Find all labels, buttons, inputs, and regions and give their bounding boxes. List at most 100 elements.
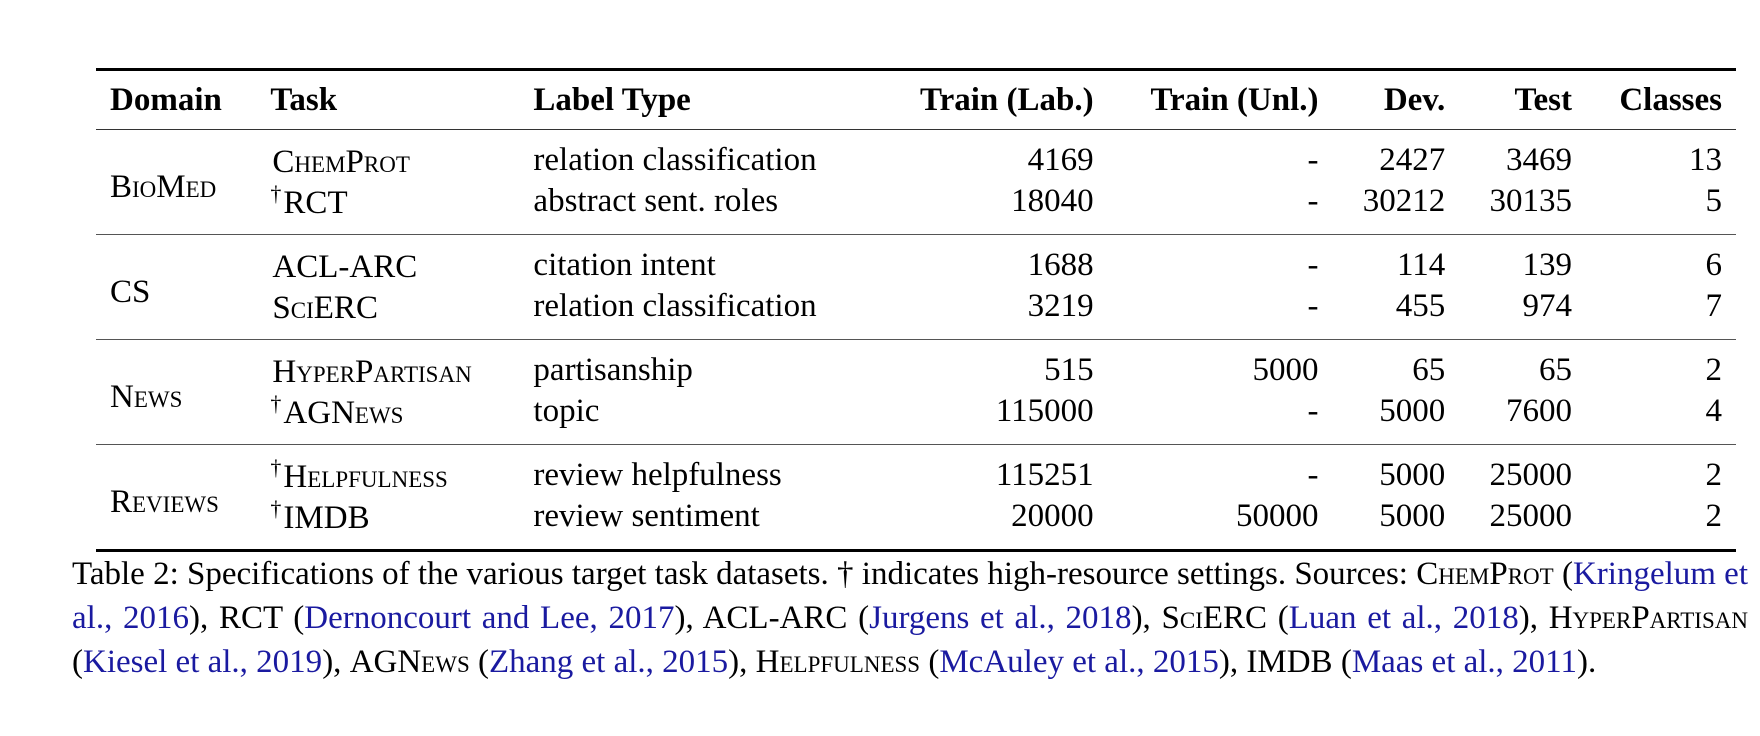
- cell-task: ACL-ARC: [256, 235, 519, 287]
- caption-separator: ),: [1131, 600, 1162, 636]
- task-name: RCT: [283, 185, 348, 221]
- domain-group: News HyperPartisan partisanship 515 5000 65 65…: [96, 340, 1736, 445]
- citation-link[interactable]: Luan et al., 2018: [1288, 600, 1519, 636]
- citation-link[interactable]: McAuley et al., 2015: [939, 644, 1219, 680]
- cell-classes: 2: [1705, 498, 1723, 534]
- table-caption: Table 2: Specifications of the various t…: [72, 556, 1748, 680]
- citation-link[interactable]: Zhang et al., 2015: [488, 644, 729, 680]
- citation-link[interactable]: Jurgens et al., 2018: [869, 600, 1132, 636]
- caption-dataset-name: ChemProt: [1416, 556, 1554, 592]
- cell-classes: 2: [1705, 457, 1723, 493]
- cell-train-unlabeled: -: [1307, 183, 1319, 219]
- cell-train-labeled: 4169: [1027, 142, 1094, 178]
- caption-separator: ).: [1576, 644, 1597, 680]
- cell-task: †AGNews: [256, 391, 519, 445]
- cell-test: 65: [1539, 352, 1572, 388]
- caption-separator: ),: [674, 600, 703, 636]
- cell-dev: 114: [1396, 247, 1446, 283]
- cell-domain: Reviews: [110, 483, 219, 520]
- cell-train-unlabeled: 50000: [1236, 498, 1319, 534]
- table-header-row: Domain Task Label Type Train (Lab.) Trai…: [96, 69, 1736, 130]
- cell-classes: 7: [1705, 288, 1723, 324]
- cell-train-labeled: 115251: [995, 457, 1094, 493]
- dagger-mark: †: [270, 181, 282, 206]
- cell-train-unlabeled: -: [1307, 142, 1319, 178]
- cell-dev: 65: [1412, 352, 1446, 388]
- cell-task: †Helpfulness: [256, 445, 519, 497]
- table-row: BioMed ChemProt relation classification 416…: [96, 130, 1736, 205]
- cell-label-type: topic: [533, 393, 600, 429]
- cell-label-type: relation classification: [533, 288, 817, 324]
- table-row: SciERC relation classification 3219 - 455 974…: [96, 286, 1736, 340]
- task-name: AGNews: [283, 395, 404, 431]
- task-name: IMDB: [283, 500, 370, 536]
- dataset-table-container: Domain Task Label Type Train (Lab.) Trai…: [96, 68, 1736, 552]
- dagger-mark: †: [270, 496, 282, 521]
- cell-dev: 5000: [1379, 393, 1446, 429]
- task-name: ACL-ARC: [272, 249, 418, 285]
- dagger-mark: †: [270, 391, 282, 416]
- caption-separator: ),: [1218, 644, 1247, 680]
- cell-train-unlabeled: -: [1307, 393, 1319, 429]
- citation-link[interactable]: Kiesel et al., 2019: [83, 644, 323, 680]
- cell-domain: News: [110, 378, 183, 415]
- cell-label-type: citation intent: [533, 247, 716, 283]
- cell-test: 7600: [1506, 393, 1572, 429]
- caption-dataset-name: SciERC: [1161, 600, 1268, 636]
- cell-task: †IMDB: [256, 496, 519, 551]
- cell-classes: 6: [1705, 247, 1723, 283]
- header-dev: Dev.: [1383, 81, 1446, 118]
- task-name: Helpfulness: [283, 459, 448, 495]
- cell-train-unlabeled: -: [1307, 247, 1319, 283]
- header-domain: Domain: [110, 81, 222, 118]
- cell-classes: 4: [1705, 393, 1723, 429]
- cell-classes: 13: [1689, 142, 1722, 178]
- header-train-unlabeled: Train (Unl.): [1150, 81, 1319, 118]
- cell-test: 25000: [1489, 457, 1573, 493]
- cell-test: 139: [1522, 247, 1573, 283]
- cell-task: ChemProt: [256, 130, 519, 182]
- caption-dataset-name: IMDB: [1246, 644, 1333, 680]
- cell-label-type: review helpfulness: [533, 457, 782, 493]
- cell-domain: BioMed: [110, 168, 217, 205]
- caption-dataset-name: Helpfulness: [755, 644, 921, 680]
- header-classes: Classes: [1619, 81, 1722, 118]
- header-task: Task: [270, 81, 338, 118]
- cell-test: 30135: [1489, 183, 1573, 219]
- cell-train-labeled: 20000: [1011, 498, 1094, 534]
- domain-group: Reviews †Helpfulness review helpfulness 115…: [96, 445, 1736, 551]
- cell-train-unlabeled: -: [1307, 457, 1319, 493]
- cell-train-labeled: 18040: [1011, 183, 1094, 219]
- table-row: †IMDB review sentiment 20000 50000 5000 25000…: [96, 496, 1736, 551]
- caption-separator: ),: [728, 644, 756, 680]
- task-name: ChemProt: [272, 144, 410, 180]
- table-row: Reviews †Helpfulness review helpfulness 115…: [96, 445, 1736, 520]
- table-row: CS ACL-ARC citation intent 1688 - 114 139 6: [96, 235, 1736, 310]
- cell-task: SciERC: [256, 286, 519, 340]
- cell-dev: 30212: [1362, 183, 1446, 219]
- cell-train-labeled: 3219: [1027, 288, 1094, 324]
- cell-train-labeled: 1688: [1027, 247, 1094, 283]
- cell-task: †RCT: [256, 181, 519, 235]
- caption-lead: Table 2: Specifications of the various t…: [72, 556, 1417, 592]
- domain-group: CS ACL-ARC citation intent 1688-114 139 6 SciE…: [96, 235, 1736, 340]
- caption-dataset-name: RCT: [218, 600, 283, 636]
- cell-dev: 5000: [1379, 457, 1446, 493]
- dataset-table: Domain Task Label Type Train (Lab.) Trai…: [96, 68, 1736, 552]
- cell-dev: 5000: [1379, 498, 1446, 534]
- cell-train-labeled: 515: [1044, 352, 1094, 388]
- task-name: SciERC: [272, 290, 378, 326]
- cell-label-type: relation classification: [533, 142, 817, 178]
- citation-link[interactable]: Kringelum et al., 2016: [72, 556, 1748, 636]
- citation-link[interactable]: Maas et al., 2011: [1351, 644, 1577, 680]
- header-label-type: Label Type: [533, 81, 691, 118]
- caption-separator: ),: [1518, 600, 1549, 636]
- caption-separator: ),: [189, 600, 219, 636]
- caption-separator: ),: [322, 644, 350, 680]
- caption-dataset-name: AGNews: [349, 644, 470, 680]
- cell-train-unlabeled: 5000: [1252, 352, 1319, 388]
- caption-dataset-name: ACL-ARC: [702, 600, 848, 636]
- cell-label-type: partisanship: [533, 352, 693, 388]
- cell-dev: 2427: [1379, 142, 1446, 178]
- citation-link[interactable]: Dernoncourt and Lee, 2017: [304, 600, 675, 636]
